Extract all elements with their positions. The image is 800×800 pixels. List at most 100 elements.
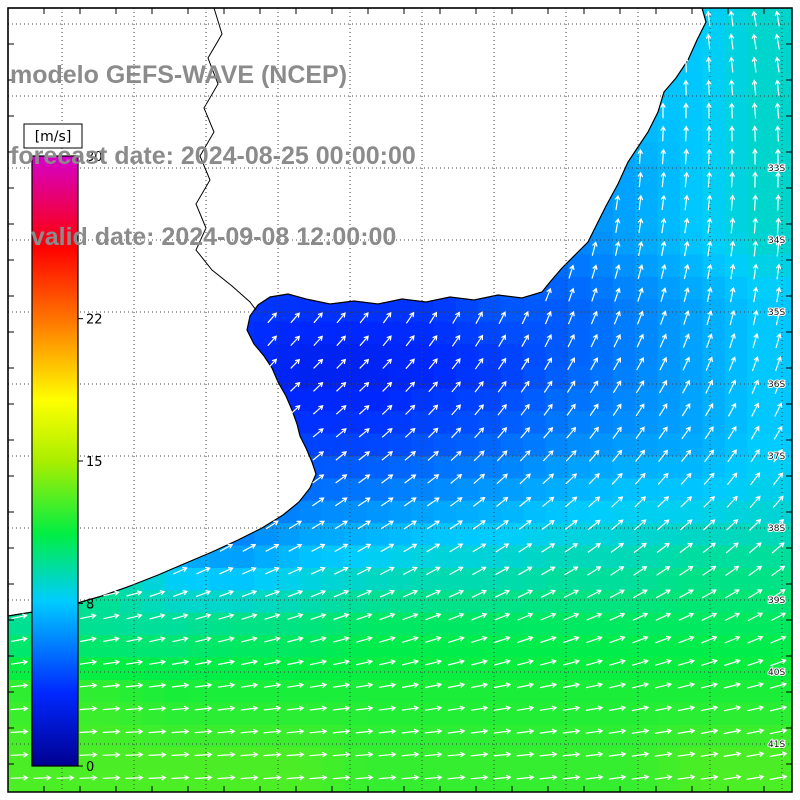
wind-arrow [401,659,420,666]
wind-arrow [751,402,760,417]
wind-arrow [149,613,166,620]
wind-arrow [241,636,258,643]
wind-arrow [380,543,395,553]
wind-arrow [405,335,415,347]
wind-arrow [769,774,788,781]
wind-arrow [475,311,483,324]
wind-arrow [148,774,167,781]
wind-arrow [401,682,420,689]
wind-arrow [219,543,234,552]
wind-arrow [474,427,485,439]
colorbar-tick-label: 15 [86,455,103,470]
wind-arrow [631,728,650,734]
wind-arrow [750,425,760,440]
wind-arrow [425,636,442,643]
wind-arrow [428,381,438,393]
wind-arrow [288,543,303,552]
wind-arrow [543,426,554,439]
wind-arrow [705,356,713,371]
wind-arrow [403,520,417,530]
wind-arrow [752,286,759,303]
wind-arrow [312,474,325,484]
wind-arrow [706,194,713,211]
wind-arrow [563,635,580,644]
wind-arrow [747,635,764,644]
wind-arrow [426,566,441,576]
wind-arrow [287,590,304,598]
colorbar-tick-label: 0 [86,760,94,775]
wind-arrow [636,356,645,371]
wind-arrow [706,102,712,119]
wind-arrow [614,287,621,302]
wind-arrow [683,125,689,142]
wind-arrow [775,309,782,326]
frame-border [7,7,793,793]
wind-arrow [632,635,649,644]
wind-arrow [679,566,694,576]
wind-arrow [496,473,508,485]
wind-arrow [752,332,759,349]
wind-arrow [775,286,782,303]
wind-arrow [426,497,440,507]
wind-arrow [591,287,598,302]
colorbar-tick-label: 8 [86,597,94,612]
wind-arrow [358,428,370,438]
wind-arrow [774,102,781,119]
wind-arrow [706,263,713,280]
wind-arrow [771,565,786,577]
wind-arrow [637,287,644,302]
wind-arrow [682,356,690,371]
wind-arrow [612,403,622,417]
wind-arrow [657,472,669,485]
wind-arrow [79,775,98,781]
wind-arrow [496,450,508,462]
wind-arrow [590,333,598,348]
wind-arrow [700,682,719,689]
wind-arrow [544,334,552,348]
wind-arrow [10,728,29,735]
wind-arrow [752,263,759,280]
wind-arrow [681,449,692,462]
colorbar: [m/s] 30 22 15 8 0 [23,123,103,775]
wind-arrow [520,427,531,439]
wind-arrow [10,659,29,666]
wind-arrow [405,311,415,324]
wind-arrow [586,612,603,621]
wind-arrow [518,520,532,530]
wind-arrow [79,682,98,689]
latitude-label: 40S [768,668,785,678]
wind-arrow [497,426,508,439]
wind-arrow [11,613,28,620]
wind-arrow [539,705,558,712]
wind-arrow [729,125,735,142]
wind-arrow [217,774,236,781]
wind-arrow [706,240,713,257]
wind-arrow [313,335,323,347]
wind-arrow [724,612,741,622]
frame [7,7,793,793]
wind-arrow [608,682,627,689]
wind-arrow [585,682,604,689]
wind-arrow [544,357,553,371]
wind-arrow [474,404,484,416]
wind-arrow [660,263,667,280]
wind-arrow [659,356,667,371]
wind-arrow [706,333,713,348]
wind-arrow [334,497,348,507]
wind-arrow [520,403,530,416]
wind-arrow [752,194,759,211]
wind-arrow [728,356,736,371]
wind-arrow [355,705,374,712]
wind-arrow [728,379,737,394]
wind-arrow [703,495,716,508]
wind-arrow [700,774,719,781]
wind-arrow [218,613,235,620]
wind-arrow [429,311,438,324]
wind-arrow [655,659,672,666]
wind-arrow [586,589,602,599]
wind-arrow [568,287,575,302]
wind-arrow [752,148,758,165]
wind-arrow [678,635,695,644]
wind-arrow [636,333,644,348]
wind-arrow [678,589,694,599]
